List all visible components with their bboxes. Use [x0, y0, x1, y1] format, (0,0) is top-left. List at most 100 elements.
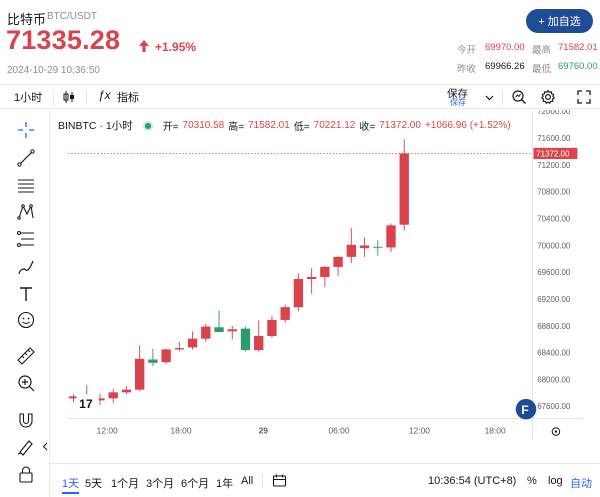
candle-body[interactable]: [95, 398, 105, 401]
close-key: 收=: [359, 122, 376, 133]
candle-body[interactable]: [254, 336, 264, 351]
up-arrow-icon: [139, 40, 149, 52]
price-tick-label: 72000.00: [537, 110, 571, 116]
log-scale-toggle[interactable]: log: [548, 475, 563, 487]
add-to-watchlist-button[interactable]: + 加自选: [526, 9, 593, 33]
price-tick-label: 70800.00: [537, 188, 571, 197]
indicators-icon[interactable]: ƒx: [98, 88, 111, 102]
indicators-button[interactable]: 指标: [117, 92, 139, 104]
axis-settings-icon-center: [554, 430, 558, 433]
high-legend-value: 71582.01: [248, 120, 290, 131]
low-value: 69760.00: [558, 61, 598, 72]
candle-body[interactable]: [174, 348, 185, 350]
candle-body[interactable]: [148, 359, 158, 363]
range-5d[interactable]: 5天: [85, 478, 103, 490]
time-tick-label: 29: [259, 425, 269, 435]
zoom-in-icon[interactable]: [16, 373, 36, 393]
low-label: 最低: [532, 64, 552, 75]
text-tool-icon[interactable]: [16, 284, 36, 304]
candle-body[interactable]: [399, 153, 409, 225]
candle-body[interactable]: [320, 266, 330, 277]
toolbar-divider: [502, 91, 503, 105]
candle-body[interactable]: [359, 245, 370, 249]
brush-icon[interactable]: [16, 257, 36, 277]
ticker-header: 比特币 BTC/USDT 71335.28 +1.95% 2024-10-29 …: [0, 0, 600, 84]
price-change-percent: +1.95%: [155, 40, 197, 54]
goto-date-icon[interactable]: [272, 473, 287, 488]
quote-timestamp: 2024-10-29 10:36:50: [7, 65, 100, 76]
chevron-left-icon[interactable]: [42, 442, 48, 451]
settings-gear-icon[interactable]: [540, 89, 556, 105]
change-legend-value: +1066.96 (+1.52%): [424, 120, 511, 131]
high-label: 最高: [532, 45, 552, 56]
clock-time[interactable]: 10:36:54 (UTC+8): [428, 475, 517, 487]
asset-name: 比特币: [7, 12, 47, 27]
horizontal-lines-icon[interactable]: [16, 175, 36, 195]
candle-body[interactable]: [161, 349, 171, 363]
range-6m[interactable]: 6个月: [181, 478, 210, 490]
close-legend-value: 71372.00: [379, 120, 421, 131]
chart-symbol: BINBTC · 1小时: [58, 120, 133, 132]
high-key: 高=: [228, 122, 245, 133]
low-key: 低=: [293, 122, 310, 133]
chevron-down-icon[interactable]: [485, 93, 494, 102]
emoji-icon[interactable]: [16, 310, 36, 330]
f-circle-button[interactable]: [515, 398, 537, 420]
lock-drawings-icon[interactable]: [16, 436, 36, 456]
ruler-icon[interactable]: [16, 346, 36, 366]
time-tick-label: 18:00: [171, 425, 192, 435]
candle-body[interactable]: [333, 256, 343, 267]
magnet-icon[interactable]: [16, 410, 36, 430]
pattern-icon[interactable]: [16, 202, 36, 222]
last-price-badge: [533, 147, 578, 160]
candle-body[interactable]: [306, 276, 317, 280]
candle-body[interactable]: [240, 328, 251, 351]
interval-selector[interactable]: 1小时: [14, 92, 43, 104]
tv-logo-badge: [76, 394, 99, 413]
candle-body[interactable]: [121, 389, 132, 393]
fib-retracement-icon[interactable]: [16, 229, 36, 249]
candle-body[interactable]: [68, 396, 79, 399]
price-tick-label: 68000.00: [537, 375, 571, 384]
crosshair-icon[interactable]: [16, 120, 36, 140]
time-tick-label: 12:00: [97, 425, 118, 435]
last-price: 71335.28: [6, 25, 121, 55]
range-1y[interactable]: 1年: [216, 478, 234, 490]
percent-scale-toggle[interactable]: %: [527, 475, 537, 487]
candle-body[interactable]: [280, 307, 290, 320]
drawing-toolbar: [0, 110, 50, 497]
axis-settings-icon[interactable]: [551, 427, 561, 436]
candle-type-icon[interactable]: [62, 90, 76, 104]
candle-body[interactable]: [108, 392, 118, 399]
save-button[interactable]: 保存: [447, 88, 468, 100]
range-1m[interactable]: 1个月: [111, 478, 140, 490]
range-all[interactable]: All: [241, 475, 254, 487]
candle-body[interactable]: [346, 244, 356, 257]
candle-body[interactable]: [293, 279, 304, 308]
range-3m[interactable]: 3个月: [146, 478, 175, 490]
prev-close-label: 昨收: [457, 64, 477, 75]
candle-body[interactable]: [227, 329, 237, 332]
candle-body[interactable]: [201, 326, 211, 339]
price-tick-label: 70000.00: [537, 241, 571, 250]
candle-body[interactable]: [386, 225, 396, 248]
time-tick-label: 12:00: [409, 425, 430, 435]
price-chart[interactable]: 72000.00 71600.00 71200.00 70800.00 70400.00…: [50, 110, 600, 440]
price-tick-label: 71200.00: [537, 161, 571, 170]
prev-close-value: 69966.26: [485, 61, 525, 72]
price-tick-label: 69200.00: [537, 295, 571, 304]
low-legend-value: 70221.12: [313, 120, 356, 131]
candle-body[interactable]: [134, 358, 145, 390]
padlock-icon[interactable]: [16, 464, 36, 484]
range-1d[interactable]: 1天: [62, 475, 80, 494]
quick-search-icon[interactable]: [511, 89, 527, 105]
candle-body[interactable]: [267, 319, 277, 337]
price-tick-label: 70400.00: [537, 214, 571, 223]
candle-body[interactable]: [214, 327, 224, 332]
candle-body[interactable]: [373, 246, 383, 248]
candle-body[interactable]: [187, 338, 198, 348]
fullscreen-icon[interactable]: [576, 89, 592, 105]
auto-scale-toggle[interactable]: 自动: [570, 478, 592, 490]
trend-line-icon[interactable]: [16, 148, 36, 168]
open-value: 69970.00: [485, 42, 525, 53]
